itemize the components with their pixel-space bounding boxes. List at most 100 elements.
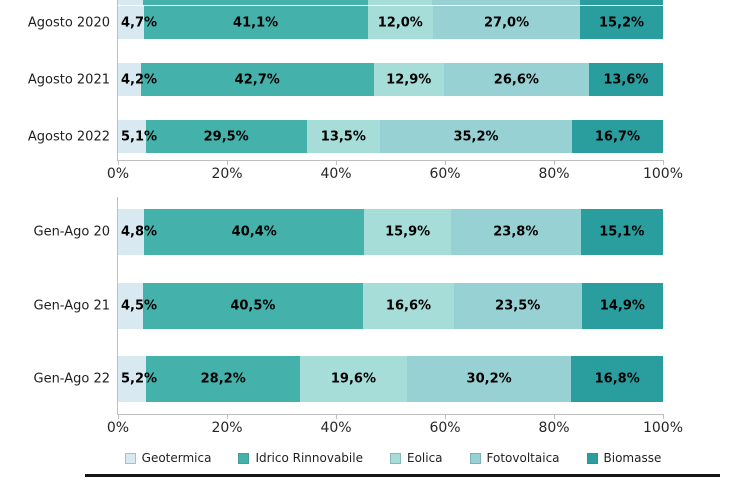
segment-value-label: 13,5%	[320, 129, 366, 144]
geotermica-segment: 5,2%	[118, 356, 157, 402]
segment-value-label: 14,9%	[599, 298, 645, 314]
geotermica-segment: 4,8%	[118, 209, 157, 255]
segment-value-label: 26,6%	[493, 72, 539, 87]
eolica-segment: 12,9%	[373, 63, 444, 96]
axis-tick-label: 20%	[211, 166, 243, 182]
segment-value-label: 28,2%	[200, 371, 246, 387]
segment-value-label: 12,0%	[377, 15, 423, 30]
axis-tick-label: 60%	[429, 420, 461, 436]
axis-tick	[118, 160, 119, 165]
axis-tick-label: 0%	[106, 420, 130, 436]
category-label: Agosto 2022	[27, 129, 110, 144]
segment-value-label: 4,5%	[121, 298, 158, 314]
category-label: Agosto 2021	[27, 72, 110, 87]
eolica-segment: 13,5%	[306, 120, 381, 153]
geotermica-segment: 4,2%	[118, 63, 157, 96]
legend-item-fotovoltaica: Fotovoltaica	[469, 451, 560, 465]
idrico-segment: 41,1%	[143, 6, 368, 39]
category-label: Agosto 2020	[27, 15, 110, 30]
value-axis-line	[117, 414, 663, 415]
axis-tick	[554, 414, 555, 419]
legend-item-biomasse: Biomasse	[586, 451, 662, 465]
legend-item-eolica: Eolica	[389, 451, 443, 465]
axis-tick-label: 40%	[320, 166, 352, 182]
biomasse-swatch-icon	[586, 452, 598, 464]
fotovoltaica-segment: 35,2%	[380, 120, 572, 153]
segment-value-label: 40,5%	[230, 298, 276, 314]
segment-value-label: 40,4%	[231, 224, 277, 240]
category-axis-line	[117, 197, 118, 414]
value-axis-line	[117, 160, 663, 161]
axis-tick	[227, 414, 228, 419]
legend-label: Idrico Rinnovabile	[255, 451, 363, 465]
legend-item-idrico-rinnovabile: Idrico Rinnovabile	[238, 451, 363, 465]
segment-value-label: 35,2%	[453, 129, 499, 144]
biomasse-segment: 13,6%	[588, 63, 663, 96]
eolica-segment: 19,6%	[300, 356, 407, 402]
biomasse-segment	[579, 0, 663, 5]
bar-row-0-2: 5,1% 29,5% 13,5% 35,2% 16,7%	[118, 120, 663, 153]
bar-row-1-0: 4,8% 40,4% 15,9% 23,8% 15,1%	[118, 209, 663, 255]
legend-item-geotermica: Geotermica	[124, 451, 211, 465]
segment-value-label: 23,8%	[493, 224, 539, 240]
segment-value-label: 42,7%	[234, 72, 280, 87]
segment-value-label: 41,1%	[233, 15, 279, 30]
segment-value-label: 19,6%	[330, 371, 376, 387]
category-label: Gen-Ago 21	[33, 298, 111, 314]
geotermica-segment: 4,5%	[118, 283, 157, 329]
chart-legend: Geotermica Idrico Rinnovabile Eolica Fot…	[73, 451, 713, 465]
category-label: Gen-Ago 22	[33, 371, 111, 387]
geotermica-swatch-icon	[124, 452, 136, 464]
segment-value-label: 4,2%	[121, 72, 158, 87]
eolica-segment: 12,0%	[367, 6, 433, 39]
bar-row-0-1: 4,2% 42,7% 12,9% 26,6% 13,6%	[118, 63, 663, 96]
axis-tick	[445, 160, 446, 165]
segment-value-label: 23,5%	[495, 298, 541, 314]
bar-row-1-2: 5,2% 28,2% 19,6% 30,2% 16,8%	[118, 356, 663, 402]
segment-value-label: 4,8%	[121, 224, 158, 240]
idrico-segment: 28,2%	[146, 356, 301, 402]
segment-value-label: 12,9%	[386, 72, 432, 87]
axis-tick-label: 100%	[642, 166, 684, 182]
legend-label: Biomasse	[603, 451, 662, 465]
bar-row-0-0: 4,7% 41,1% 12,0% 27,0% 15,2%	[118, 6, 663, 39]
category-axis-line	[117, 0, 118, 160]
legend-label: Eolica	[406, 451, 443, 465]
geotermica-segment: 5,1%	[118, 120, 157, 153]
segment-value-label: 29,5%	[203, 129, 249, 144]
segment-value-label: 15,9%	[385, 224, 431, 240]
fotovoltaica-segment: 27,0%	[432, 6, 581, 39]
idrico-segment: 29,5%	[145, 120, 307, 153]
segment-value-label: 16,7%	[594, 129, 640, 144]
segment-value-label: 5,2%	[121, 371, 158, 387]
axis-tick	[445, 414, 446, 419]
segment-value-label: 16,6%	[385, 298, 432, 314]
segment-value-label: 15,1%	[599, 224, 645, 240]
fotovoltaica-segment	[432, 0, 580, 5]
fotovoltaica-segment: 23,5%	[453, 283, 582, 329]
biomasse-segment: 16,8%	[571, 356, 663, 402]
axis-tick	[663, 414, 664, 419]
biomasse-segment: 15,2%	[580, 6, 663, 39]
idrico-segment: 40,5%	[142, 283, 364, 329]
fotovoltaica-swatch-icon	[469, 452, 481, 464]
axis-tick	[336, 414, 337, 419]
geotermica-segment	[118, 0, 144, 5]
bottom-divider-rule	[85, 474, 720, 477]
axis-tick-label: 0%	[106, 166, 130, 182]
idrico-segment: 42,7%	[140, 63, 374, 96]
bar-cropped-top	[118, 0, 663, 5]
axis-tick	[227, 160, 228, 165]
legend-label: Fotovoltaica	[486, 451, 560, 465]
idrico-segment: 40,4%	[144, 209, 365, 255]
eolica-segment: 15,9%	[364, 209, 451, 255]
axis-tick-label: 80%	[538, 420, 570, 436]
axis-tick	[554, 160, 555, 165]
eolica-segment	[367, 0, 433, 5]
axis-tick-label: 100%	[642, 420, 684, 436]
fotovoltaica-segment: 30,2%	[406, 356, 572, 402]
eolica-segment: 16,6%	[363, 283, 454, 329]
axis-tick-label: 60%	[429, 166, 461, 182]
idrico-segment	[143, 0, 368, 5]
